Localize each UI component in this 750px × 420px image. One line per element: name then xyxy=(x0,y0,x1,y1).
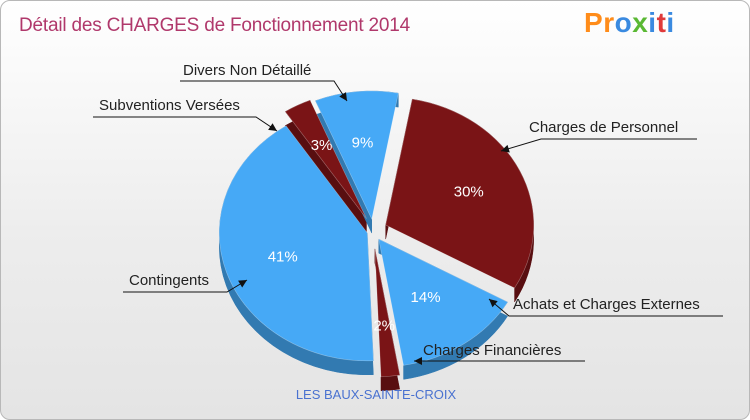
pct-label-charges-de-personnel: 30% xyxy=(454,183,484,200)
category-label-divers-non-detaille: Divers Non Détaillé xyxy=(183,62,311,79)
leader-line-achats-et-charges-externes xyxy=(488,298,723,317)
category-label-contingents: Contingents xyxy=(129,272,209,289)
leader-arrow-divers-non-detaille xyxy=(339,92,347,101)
leader-arrow-charges-de-personnel xyxy=(501,144,510,153)
leader-arrow-charges-financieres xyxy=(414,357,422,365)
leader-arrow-subventions-versees xyxy=(268,123,277,131)
pct-label-subventions-versees: 3% xyxy=(311,137,333,154)
slice-charges-de-personnel[interactable] xyxy=(385,98,534,289)
slice-achats-et-charges-externes[interactable] xyxy=(378,238,509,366)
category-label-charges-financieres: Charges Financières xyxy=(423,342,561,359)
slice-divers-non-detaille[interactable] xyxy=(315,90,399,220)
commune-name: LES BAUX-SAINTE-CROIX xyxy=(295,387,457,402)
pct-label-achats-et-charges-externes: 14% xyxy=(411,289,441,306)
leader-line-charges-de-personnel xyxy=(500,138,697,152)
slice-charges-financieres[interactable] xyxy=(374,248,401,378)
slice-contingents[interactable] xyxy=(219,125,374,362)
leader-line-subventions-versees xyxy=(93,116,278,132)
chart-title: Détail des CHARGES de Fonctionnement 201… xyxy=(19,15,411,36)
pct-label-divers-non-detaille: 9% xyxy=(352,135,374,152)
leader-arrow-contingents xyxy=(238,280,247,288)
category-label-achats-et-charges-externes: Achats et Charges Externes xyxy=(513,296,700,313)
pct-label-charges-financieres: 2% xyxy=(373,317,395,334)
slice-subventions-versees[interactable] xyxy=(284,99,367,219)
category-label-subventions-versees: Subventions Versées xyxy=(99,97,240,114)
category-label-charges-de-personnel: Charges de Personnel xyxy=(529,119,678,136)
proxiti-logo[interactable]: Proxiti xyxy=(584,7,675,38)
pct-label-contingents: 41% xyxy=(268,248,298,265)
leader-arrow-achats-et-charges-externes xyxy=(489,299,498,308)
